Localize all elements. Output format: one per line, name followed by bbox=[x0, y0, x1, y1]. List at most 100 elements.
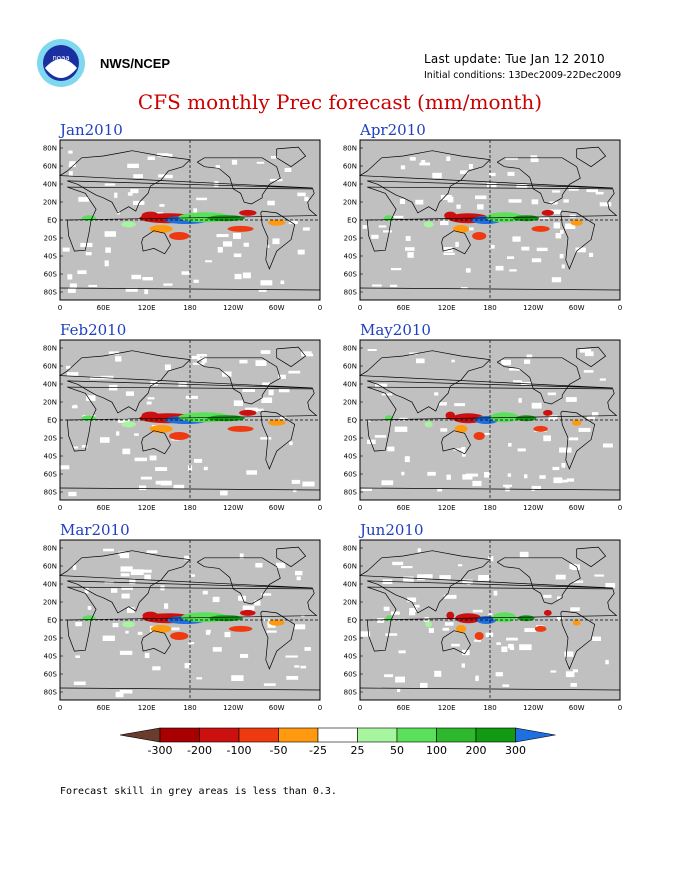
insignificant-cell bbox=[69, 161, 76, 167]
insignificant-cell bbox=[155, 467, 168, 471]
colorbar-bin bbox=[317, 727, 358, 743]
insignificant-cell bbox=[563, 199, 569, 203]
insignificant-cell bbox=[240, 654, 249, 658]
insignificant-cell bbox=[104, 183, 116, 186]
insignificant-cell bbox=[184, 663, 191, 669]
lon-tick-label: 60E bbox=[97, 304, 110, 312]
insignificant-cell bbox=[428, 628, 434, 633]
insignificant-cell bbox=[260, 350, 271, 354]
insignificant-cell bbox=[475, 675, 479, 682]
insignificant-cell bbox=[196, 354, 207, 357]
lat-tick-label: 80N bbox=[343, 345, 357, 353]
insignificant-cell bbox=[134, 433, 139, 436]
insignificant-cell bbox=[234, 273, 242, 280]
insignificant-cell bbox=[224, 631, 231, 638]
insignificant-cell bbox=[553, 477, 563, 484]
insignificant-cell bbox=[140, 476, 152, 480]
insignificant-cell bbox=[69, 283, 77, 289]
insignificant-cell bbox=[181, 271, 190, 275]
insignificant-cell bbox=[579, 349, 592, 353]
anomaly-cell bbox=[444, 211, 457, 220]
insignificant-cell bbox=[100, 437, 110, 443]
insignificant-cell bbox=[69, 171, 73, 176]
anomaly-cell bbox=[239, 209, 257, 216]
insignificant-cell bbox=[561, 264, 565, 269]
anomaly-cell bbox=[474, 632, 484, 640]
insignificant-cell bbox=[164, 364, 171, 371]
lat-tick-label: 60S bbox=[344, 271, 358, 279]
insignificant-cell bbox=[505, 157, 518, 160]
insignificant-cell bbox=[589, 252, 594, 257]
insignificant-cell bbox=[268, 389, 274, 396]
insignificant-cell bbox=[599, 202, 612, 207]
lon-tick-label: 0 bbox=[318, 504, 322, 512]
insignificant-cell bbox=[495, 265, 504, 271]
lon-tick-label: 0 bbox=[58, 304, 62, 312]
anomaly-cell bbox=[268, 219, 286, 226]
lat-tick-label: 40S bbox=[344, 253, 358, 261]
insignificant-cell bbox=[420, 682, 428, 688]
insignificant-cell bbox=[231, 675, 244, 681]
insignificant-cell bbox=[462, 474, 473, 480]
insignificant-cell bbox=[60, 465, 70, 470]
lon-tick-label: 180 bbox=[483, 304, 496, 312]
lon-tick-label: 60W bbox=[569, 504, 585, 512]
anomaly-cell bbox=[455, 624, 467, 633]
insignificant-cell bbox=[78, 197, 90, 202]
insignificant-cell bbox=[104, 260, 109, 267]
insignificant-cell bbox=[185, 395, 198, 399]
insignificant-cell bbox=[270, 155, 278, 159]
insignificant-cell bbox=[446, 474, 451, 480]
insignificant-cell bbox=[552, 190, 561, 193]
insignificant-cell bbox=[575, 247, 586, 253]
noaa-logo: noaa bbox=[37, 39, 85, 87]
insignificant-cell bbox=[583, 370, 594, 373]
lat-tick-label: 60S bbox=[344, 471, 358, 479]
coastline bbox=[560, 610, 596, 670]
lon-tick-label: 120E bbox=[138, 504, 156, 512]
insignificant-cell bbox=[203, 466, 208, 471]
insignificant-cell bbox=[455, 241, 459, 247]
lat-tick-label: 20S bbox=[44, 635, 58, 643]
coastline bbox=[366, 186, 618, 252]
insignificant-cell bbox=[260, 437, 272, 440]
insignificant-cell bbox=[267, 200, 275, 206]
insignificant-cell bbox=[502, 684, 510, 687]
insignificant-cell bbox=[556, 616, 563, 621]
insignificant-cell bbox=[508, 443, 512, 447]
antarctic-coast bbox=[59, 487, 321, 491]
lat-tick-label: 60S bbox=[44, 271, 58, 279]
insignificant-cell bbox=[437, 488, 443, 492]
anomaly-cell bbox=[531, 225, 550, 232]
anomaly-cell bbox=[121, 221, 136, 228]
insignificant-cell bbox=[146, 401, 152, 405]
insignificant-cell bbox=[458, 564, 463, 567]
lon-tick-label: 60E bbox=[97, 504, 110, 512]
insignificant-cell bbox=[531, 402, 542, 409]
insignificant-cell bbox=[164, 603, 169, 609]
insignificant-cell bbox=[451, 643, 460, 647]
insignificant-cell bbox=[220, 490, 228, 496]
lon-tick-label: 0 bbox=[618, 304, 622, 312]
insignificant-cell bbox=[599, 378, 606, 381]
lon-tick-label: 0 bbox=[618, 704, 622, 712]
insignificant-cell bbox=[486, 182, 497, 188]
insignificant-cell bbox=[266, 630, 277, 633]
lon-tick-label: 0 bbox=[318, 304, 322, 312]
insignificant-cell bbox=[543, 594, 552, 598]
insignificant-cell bbox=[297, 249, 305, 255]
insignificant-cell bbox=[548, 415, 558, 420]
lat-tick-label: 60N bbox=[43, 563, 57, 571]
anomaly-cell bbox=[572, 619, 581, 626]
insignificant-cell bbox=[424, 617, 429, 623]
insignificant-cell bbox=[205, 260, 212, 263]
insignificant-cell bbox=[407, 597, 417, 603]
insignificant-cell bbox=[443, 252, 455, 255]
insignificant-cell bbox=[572, 669, 578, 673]
insignificant-cell bbox=[533, 485, 541, 489]
insignificant-cell bbox=[134, 457, 147, 462]
colorbar-lower-arrow bbox=[119, 727, 161, 743]
insignificant-cell bbox=[194, 458, 203, 463]
